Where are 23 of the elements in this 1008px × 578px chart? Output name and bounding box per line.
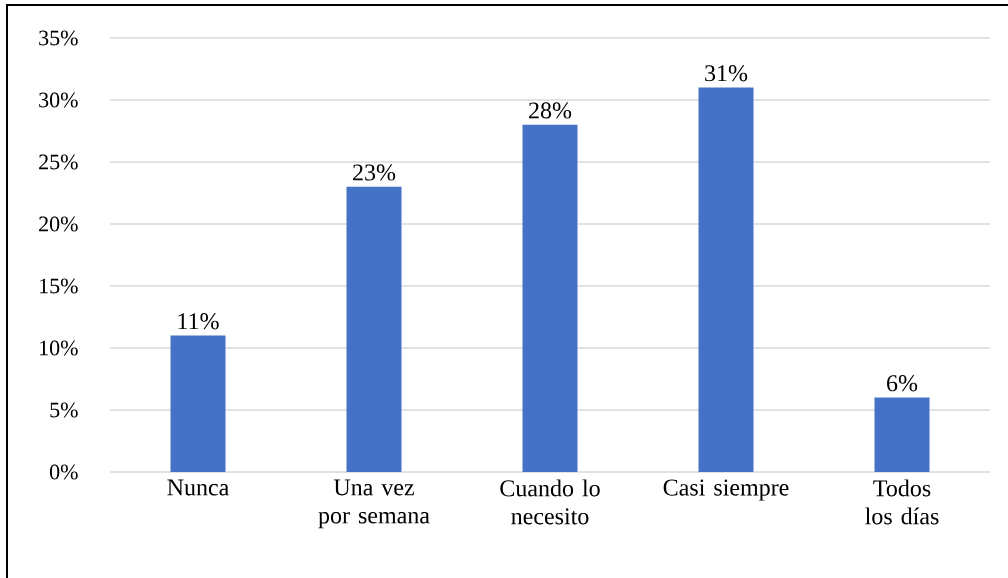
y-tick-label: 5% [50, 402, 78, 418]
bar [170, 335, 226, 472]
y-tick-label: 35% [39, 30, 78, 46]
bar [698, 87, 754, 472]
y-tick-label: 10% [40, 340, 78, 356]
bar [346, 186, 402, 472]
data-label: 6% [887, 375, 918, 392]
bar [522, 124, 578, 472]
x-tick-label: Casi siempre [663, 479, 789, 501]
y-tick-label: 25% [39, 154, 78, 170]
bar [874, 397, 930, 472]
data-label: 11% [178, 313, 219, 330]
x-tick-label: Nunca [167, 479, 229, 496]
data-label: 28% [529, 102, 572, 119]
y-tick-label: 0% [49, 464, 78, 480]
data-label: 23% [353, 164, 396, 181]
x-tick-label: Una vez por semana [318, 479, 430, 529]
y-tick-label: 15% [40, 278, 78, 294]
x-tick-label: Cuando lo necesito [500, 479, 600, 525]
x-tick-label: Todos los días [865, 479, 939, 525]
data-label: 31% [705, 65, 748, 82]
y-tick-label: 20% [39, 216, 78, 232]
y-tick-label: 30% [39, 92, 78, 108]
